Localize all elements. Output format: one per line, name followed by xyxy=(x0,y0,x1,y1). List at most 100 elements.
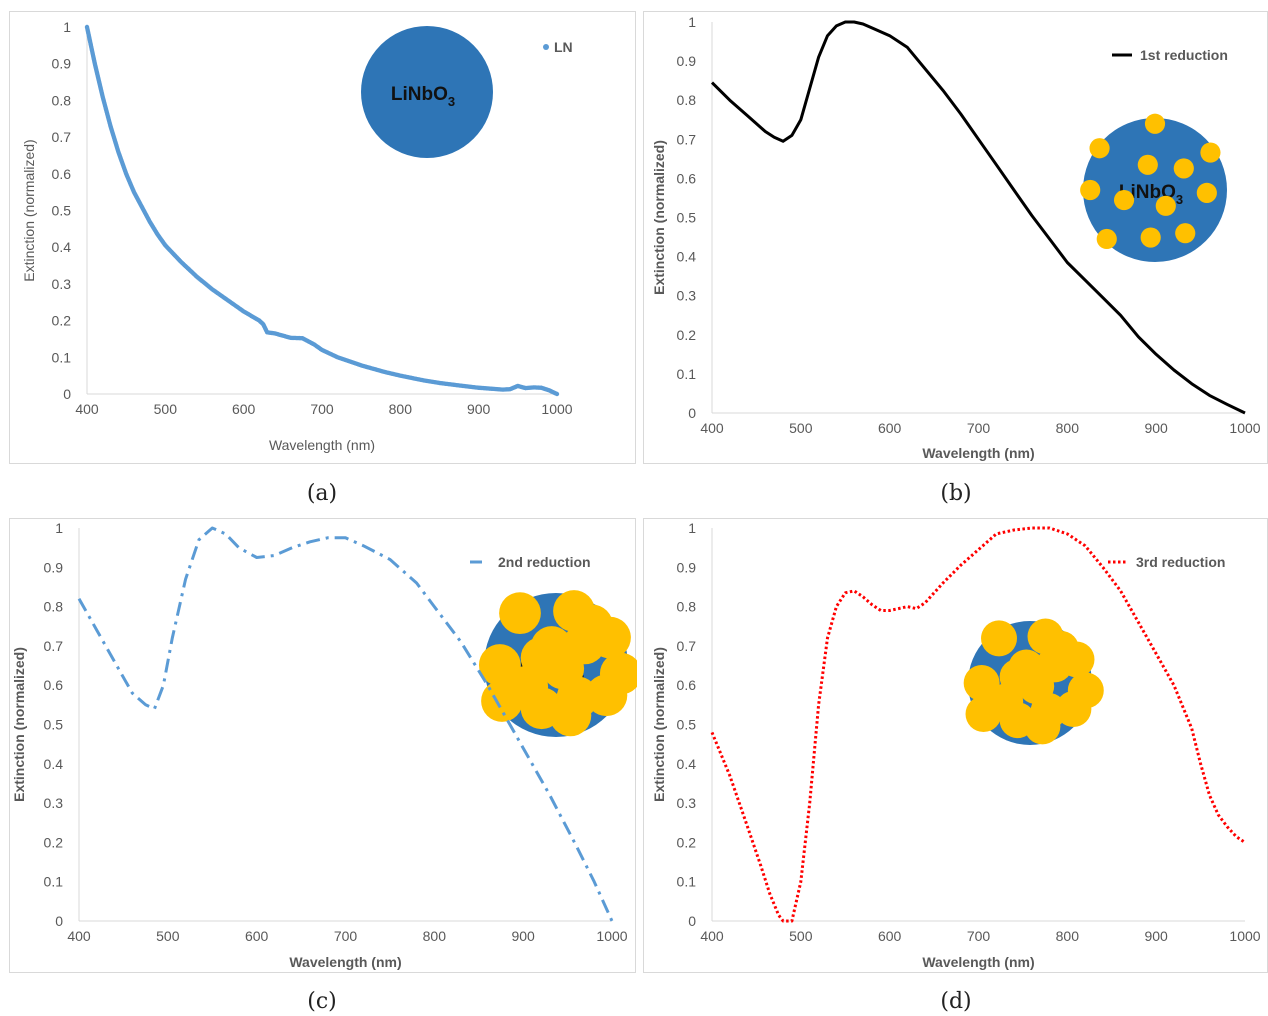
gold-nanoparticle xyxy=(1200,142,1221,163)
gold-nanoparticle xyxy=(1080,179,1101,201)
y-tick-label: 0.6 xyxy=(677,677,697,693)
y-tick-label: 0.7 xyxy=(44,638,64,654)
y-tick-label: 0.4 xyxy=(52,239,72,255)
y-tick-label: 0.7 xyxy=(677,131,697,147)
y-tick-label: 1 xyxy=(688,520,696,536)
y-tick-label: 0.3 xyxy=(677,288,697,304)
particle-schematic: LiNbO3 xyxy=(478,590,637,737)
legend: 3rd reduction xyxy=(1108,554,1225,570)
caption-a: (a) xyxy=(306,481,338,506)
y-tick-label: 0.7 xyxy=(677,638,697,654)
x-tick-label: 400 xyxy=(67,928,91,944)
x-tick-label: 400 xyxy=(75,401,99,417)
y-tick-label: 1 xyxy=(63,19,71,35)
series-line xyxy=(710,20,1246,415)
chart-panel-c: 0 0.1 0.2 0.3 0.4 0.5 0.6 0.7 0.8 0.9 1 400 500 600 70… xyxy=(9,518,637,973)
x-tick-label: 600 xyxy=(878,928,902,944)
y-tick-label: 0.3 xyxy=(44,795,64,811)
gold-nanoparticle xyxy=(981,620,1017,657)
y-tick-label: 0.8 xyxy=(44,599,64,615)
chart-panel-a: 0 0.1 0.2 0.3 0.4 0.5 0.6 0.7 0.8 0.9 1 400 500 600 70… xyxy=(9,11,636,464)
chart-svg-b: 0 0.1 0.2 0.3 0.4 0.5 0.6 0.7 0.8 0.9 1 400 500 600 70… xyxy=(651,14,1261,461)
y-tick-label: 0 xyxy=(688,405,696,421)
y-tick-label: 0.1 xyxy=(677,874,697,890)
x-tick-label: 500 xyxy=(789,928,813,944)
y-tick-label: 0.6 xyxy=(44,677,64,693)
x-tick-label: 600 xyxy=(245,928,269,944)
legend: 1st reduction xyxy=(1112,47,1228,63)
y-tick-label: 1 xyxy=(55,520,63,536)
y-tick-label: 0.4 xyxy=(44,756,64,772)
gold-nanoparticle xyxy=(965,696,1002,732)
gold-nanoparticle xyxy=(571,604,613,647)
y-tick-label: 0.8 xyxy=(677,92,697,108)
gold-nanoparticle xyxy=(481,680,523,722)
y-tick-label: 1 xyxy=(688,14,696,30)
y-axis-title: Extinction (normalized) xyxy=(21,139,37,281)
x-tick-label: 900 xyxy=(1144,928,1168,944)
x-tick-label: 900 xyxy=(511,928,535,944)
chart-panel-d: 0 0.1 0.2 0.3 0.4 0.5 0.6 0.7 0.8 0.9 1 400 500 600 70… xyxy=(643,518,1268,973)
gold-nanoparticle xyxy=(1113,190,1135,211)
x-tick-label: 800 xyxy=(1056,928,1080,944)
caption-c: (c) xyxy=(307,989,337,1014)
x-tick-label: 800 xyxy=(1056,420,1080,436)
y-tick-label: 0.5 xyxy=(677,210,697,226)
legend-label: LN xyxy=(554,39,573,55)
y-tick-label: 0.2 xyxy=(677,327,697,343)
x-tick-label: 1000 xyxy=(596,928,627,944)
particle-label-subscript: 3 xyxy=(448,94,455,109)
data-point xyxy=(554,391,560,397)
y-tick-label: 0.2 xyxy=(52,313,72,329)
gold-nanoparticle xyxy=(1155,195,1176,216)
gold-nanoparticle xyxy=(585,674,628,717)
chart-svg-c: 0 0.1 0.2 0.3 0.4 0.5 0.6 0.7 0.8 0.9 1 400 500 600 70… xyxy=(11,520,637,970)
gold-nanoparticle xyxy=(499,592,541,635)
legend: 2nd reduction xyxy=(470,554,591,570)
legend: LN xyxy=(543,39,573,55)
y-axis-title: Extinction (normalized) xyxy=(651,647,667,802)
y-tick-label: 0.1 xyxy=(44,874,64,890)
y-tick-label: 0 xyxy=(63,386,71,402)
linbo3-particle xyxy=(361,26,493,158)
x-tick-label: 800 xyxy=(389,401,413,417)
chart-svg-d: 0 0.1 0.2 0.3 0.4 0.5 0.6 0.7 0.8 0.9 1 400 500 600 70… xyxy=(651,520,1261,970)
y-tick-label: 0.9 xyxy=(52,56,72,72)
caption-b: (b) xyxy=(940,481,972,506)
y-tick-label: 0.3 xyxy=(52,276,72,292)
y-tick-label: 0.2 xyxy=(677,834,697,850)
gold-nanoparticle xyxy=(1096,228,1117,250)
y-tick-label: 0.9 xyxy=(44,559,64,575)
gold-nanoparticle xyxy=(1055,691,1092,728)
y-axis-title: Extinction (normalized) xyxy=(651,140,667,295)
y-tick-label: 0.9 xyxy=(677,559,697,575)
gold-nanoparticle xyxy=(1196,182,1217,203)
x-tick-label: 700 xyxy=(310,401,334,417)
series-line xyxy=(710,526,1246,923)
y-tick-label: 0 xyxy=(55,913,63,929)
gold-nanoparticle xyxy=(549,694,592,737)
x-tick-label: 400 xyxy=(700,928,724,944)
legend-label: 3rd reduction xyxy=(1136,554,1225,570)
x-tick-label: 1000 xyxy=(1229,928,1260,944)
y-tick-label: 0.8 xyxy=(52,92,72,108)
y-tick-label: 0.5 xyxy=(44,717,64,733)
x-tick-label: 500 xyxy=(156,928,180,944)
legend-symbol xyxy=(543,44,549,50)
caption-d: (d) xyxy=(940,989,972,1014)
x-tick-label: 700 xyxy=(967,928,991,944)
particle-schematic xyxy=(963,618,1104,745)
y-tick-label: 0.3 xyxy=(677,795,697,811)
y-tick-label: 0.7 xyxy=(52,129,72,145)
particle-label-main: LiNbO xyxy=(391,84,448,105)
y-tick-label: 0.1 xyxy=(677,366,697,382)
x-tick-label: 600 xyxy=(232,401,256,417)
chart-panel-b: 0 0.1 0.2 0.3 0.4 0.5 0.6 0.7 0.8 0.9 1 400 500 600 70… xyxy=(643,11,1268,464)
x-tick-label: 900 xyxy=(1144,420,1168,436)
series-markers xyxy=(84,24,560,397)
y-tick-label: 0.2 xyxy=(44,834,64,850)
gold-nanoparticle xyxy=(1175,223,1196,244)
particle-schematic: LiNbO3 xyxy=(1080,113,1227,262)
x-tick-label: 400 xyxy=(700,420,724,436)
x-axis-title: Wavelength (nm) xyxy=(269,437,375,453)
